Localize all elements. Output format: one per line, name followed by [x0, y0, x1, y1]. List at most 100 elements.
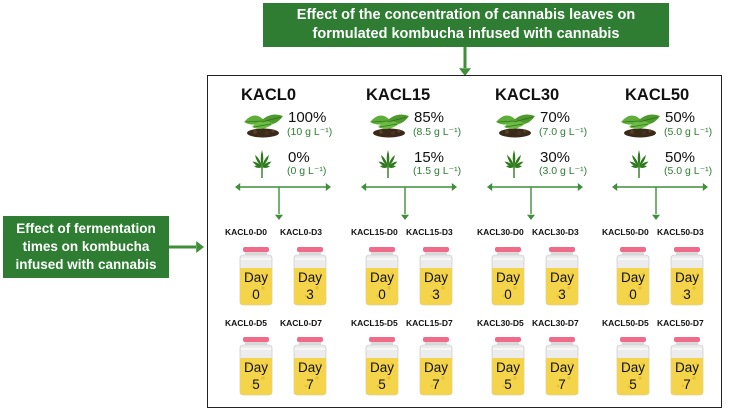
jar-day-label: Day — [549, 270, 574, 285]
jar-day-label: Day — [674, 360, 699, 375]
kombucha-jar-icon: Day 0 — [236, 246, 276, 311]
jar-label: KACL30-D0 — [477, 227, 524, 237]
double-arrow-left-head — [235, 183, 241, 191]
kombucha-jar-icon: Day 7 — [290, 336, 330, 401]
cannabis-leaf-icon — [492, 145, 536, 184]
jar-day-number: 3 — [432, 287, 440, 302]
jar-day-number: 3 — [306, 287, 314, 302]
experiment-frame — [207, 75, 722, 408]
double-arrow-right-head — [702, 183, 708, 191]
jar-label: KACL0-D5 — [225, 318, 268, 328]
jar-day-label: Day — [495, 270, 520, 285]
cannabis-percentage: 0% — [288, 149, 310, 166]
group-down-arrowhead — [652, 214, 660, 220]
kombucha-jar-icon: Day 3 — [542, 246, 582, 311]
jar-day-number: 0 — [252, 287, 260, 302]
jar-day-number: 0 — [378, 287, 386, 302]
jar-day-number: 3 — [683, 287, 691, 302]
jar-label: KACL15-D5 — [351, 318, 398, 328]
cannabis-concentration: (5.0 g L⁻¹) — [664, 165, 713, 177]
jar-day-label: Day — [549, 360, 574, 375]
jar-label: KACL0-D3 — [280, 227, 323, 237]
jar-day-label: Day — [620, 360, 645, 375]
cannabis-concentration: (1.5 g L⁻¹) — [413, 165, 462, 177]
jar-label: KACL15-D0 — [351, 227, 398, 237]
jar-day-number: 7 — [558, 377, 566, 392]
cannabis-leaf-icon — [240, 145, 284, 184]
double-arrow-left-head — [487, 183, 493, 191]
tea-concentration: (8.5 g L⁻¹) — [413, 126, 462, 138]
kombucha-jar-icon: Day 7 — [416, 336, 456, 401]
tea-percentage: 85% — [414, 109, 445, 126]
jar-label: KACL30-D7 — [532, 318, 579, 328]
cannabis-percentage: 50% — [665, 149, 696, 166]
jar-day-number: 0 — [504, 287, 512, 302]
kombucha-jar-icon: Day 7 — [667, 336, 707, 401]
kombucha-jar-icon: Day 5 — [613, 336, 653, 401]
group-title: KACL30 — [495, 86, 560, 104]
cannabis-percentage: 15% — [414, 149, 445, 166]
cannabis-leaf-icon — [366, 145, 410, 184]
tea-concentration: (10 g L⁻¹) — [287, 126, 333, 138]
banner-arrowhead — [459, 68, 471, 76]
kombucha-jar-icon: Day 3 — [290, 246, 330, 311]
jar-day-number: 3 — [558, 287, 566, 302]
double-arrow-right-head — [325, 183, 331, 191]
jar-day-number: 5 — [629, 377, 637, 392]
side-arrowhead — [196, 241, 204, 253]
jar-day-number: 0 — [629, 287, 637, 302]
jar-day-number: 5 — [378, 377, 386, 392]
jar-label: KACL50-D3 — [657, 227, 704, 237]
group-down-arrowhead — [527, 214, 535, 220]
jar-day-label: Day — [369, 270, 394, 285]
jar-day-number: 7 — [683, 377, 691, 392]
jar-day-label: Day — [243, 270, 268, 285]
banner-line-1: Effect of the concentration of cannabis … — [296, 7, 636, 23]
group-down-arrowhead — [275, 214, 283, 220]
cannabis-percentage: 30% — [540, 149, 571, 166]
double-arrow-right-head — [577, 183, 583, 191]
jar-day-label: Day — [620, 270, 645, 285]
group-title: KACL50 — [625, 86, 690, 104]
kombucha-jar-icon: Day 5 — [488, 336, 528, 401]
double-arrow-left-head — [361, 183, 367, 191]
tea-percentage: 50% — [665, 109, 696, 126]
jar-label: KACL0-D7 — [280, 318, 323, 328]
double-arrow-right-head — [451, 183, 457, 191]
cannabis-concentration: (3.0 g L⁻¹) — [539, 165, 588, 177]
jar-label: KACL50-D0 — [602, 227, 649, 237]
tea-concentration: (5.0 g L⁻¹) — [664, 126, 713, 138]
kombucha-jar-icon: Day 0 — [362, 246, 402, 311]
jar-day-number: 5 — [504, 377, 512, 392]
side-banner-line-3: infused with cannabis — [15, 257, 157, 272]
side-banner-line-1: Effect of fermentation — [16, 221, 156, 236]
jar-label: KACL50-D5 — [602, 318, 649, 328]
kombucha-jar-icon: Day 3 — [667, 246, 707, 311]
jar-label: KACL50-D7 — [657, 318, 704, 328]
jar-day-label: Day — [674, 270, 699, 285]
cannabis-concentration: (0 g L⁻¹) — [287, 165, 327, 177]
fermentation-effect-banner: Effect of fermentation times on kombucha… — [3, 216, 169, 278]
kombucha-jar-icon: Day 3 — [416, 246, 456, 311]
tea-concentration: (7.0 g L⁻¹) — [539, 126, 588, 138]
tea-leaves-icon — [240, 110, 286, 143]
jar-day-label: Day — [297, 270, 322, 285]
kombucha-jar-icon: Day 0 — [613, 246, 653, 311]
jar-day-label: Day — [495, 360, 520, 375]
banner-line-2: formulated kombucha infused with cannabi… — [312, 26, 620, 42]
jar-label: KACL0-D0 — [225, 227, 268, 237]
tea-percentage: 100% — [288, 109, 327, 126]
cannabis-leaf-icon — [617, 145, 661, 184]
kombucha-jar-icon: Day 0 — [488, 246, 528, 311]
concentration-effect-banner: Effect of the concentration of cannabis … — [263, 3, 669, 47]
double-arrow-left-head — [612, 183, 618, 191]
group-title: KACL0 — [241, 86, 297, 104]
tea-leaves-icon — [366, 110, 412, 143]
jar-day-label: Day — [423, 360, 448, 375]
tea-leaves-icon — [617, 110, 663, 143]
side-banner-line-2: times on kombucha — [22, 239, 150, 254]
tea-percentage: 70% — [540, 109, 571, 126]
group-title: KACL15 — [366, 86, 431, 104]
jar-day-label: Day — [243, 360, 268, 375]
kombucha-jar-icon: Day 7 — [542, 336, 582, 401]
